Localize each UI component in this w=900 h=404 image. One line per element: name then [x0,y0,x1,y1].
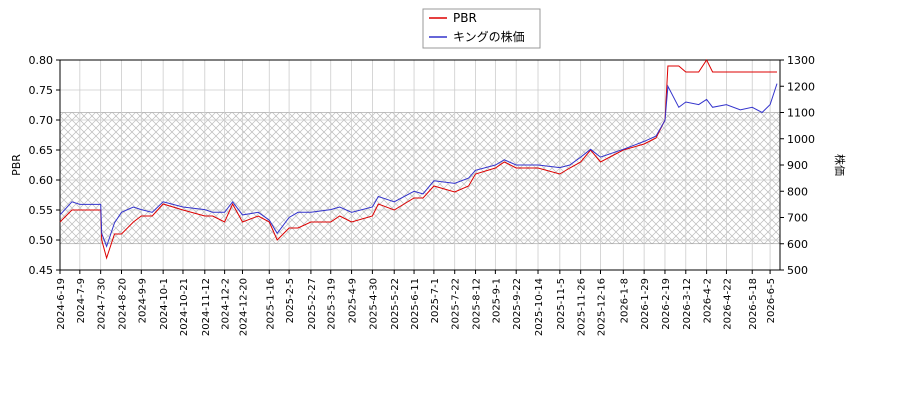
x-tick-label: 2024-12-20 [238,278,249,336]
x-tick-label: 2025-12-16 [596,278,607,336]
y2-tick-label: 600 [787,238,808,251]
x-tick-label: 2024-7-30 [97,278,108,330]
y2-tick-label: 1300 [787,54,815,67]
legend-box [422,8,541,49]
x-tick-label: 2026-6-5 [766,278,777,323]
legend-label: キングの株価 [453,29,525,44]
x-tick-label: 2024-10-1 [159,278,170,330]
y-tick-label: 0.80 [29,54,54,67]
y-axis-label: PBR [10,154,23,176]
x-tick-label: 2025-7-1 [430,278,441,323]
y-tick-label: 0.50 [29,234,54,247]
x-tick-label: 2026-4-2 [703,278,714,323]
x-tick-label: 2025-11-5 [556,278,567,330]
y-tick-label: 0.60 [29,174,54,187]
y2-tick-label: 1100 [787,107,815,120]
x-tick-label: 2025-3-19 [327,278,338,330]
x-tick-label: 2025-4-9 [348,278,359,323]
y2-tick-label: 800 [787,185,808,198]
y2-tick-label: 1000 [787,133,815,146]
x-tick-label: 2026-4-22 [722,278,733,330]
x-tick-label: 2025-1-16 [265,278,276,330]
x-tick-label: 2025-8-12 [472,278,483,330]
y2-tick-label: 1200 [787,80,815,93]
x-tick-label: 2024-12-2 [221,278,232,330]
y2-axis-label: 株価 [833,154,847,176]
x-tick-label: 2025-5-22 [390,278,401,330]
x-tick-label: 2025-2-5 [285,278,296,323]
x-tick-label: 2024-11-12 [201,278,212,336]
x-tick-label: 2025-7-22 [451,278,462,330]
y2-tick-label: 900 [787,159,808,172]
x-tick-label: 2024-8-20 [117,278,128,330]
series-line [59,59,777,260]
x-tick-label: 2025-2-27 [307,278,318,330]
x-tick-label: 2026-2-19 [661,278,672,330]
x-tick-label: 2025-9-1 [491,278,502,323]
y-tick-label: 0.70 [29,114,54,127]
x-tick-label: 2026-1-29 [640,278,651,330]
legend-label: PBR [453,11,477,25]
shaded-range [59,112,781,245]
x-tick-label: 2025-6-11 [410,278,421,330]
x-tick-label: 2025-10-14 [534,278,545,336]
x-tick-label: 2024-6-19 [56,278,67,330]
x-tick-label: 2026-5-18 [748,278,759,330]
y-tick-label: 0.45 [29,264,54,277]
x-tick-label: 2025-9-22 [512,278,523,330]
x-tick-label: 2025-11-26 [577,278,588,336]
x-tick-label: 2025-4-30 [368,278,379,330]
x-tick-label: 2026-1-8 [619,278,630,323]
x-tick-label: 2024-9-9 [137,278,148,323]
plot-frame [59,59,781,271]
series-line [59,83,778,248]
y2-tick-label: 500 [787,264,808,277]
y-tick-label: 0.75 [29,84,54,97]
y2-tick-label: 700 [787,212,808,225]
x-tick-label: 2026-3-12 [682,278,693,330]
y-tick-label: 0.65 [29,144,54,157]
x-tick-label: 2024-10-21 [179,278,190,336]
y-tick-label: 0.55 [29,204,54,217]
x-tick-label: 2024-7-9 [76,278,87,323]
